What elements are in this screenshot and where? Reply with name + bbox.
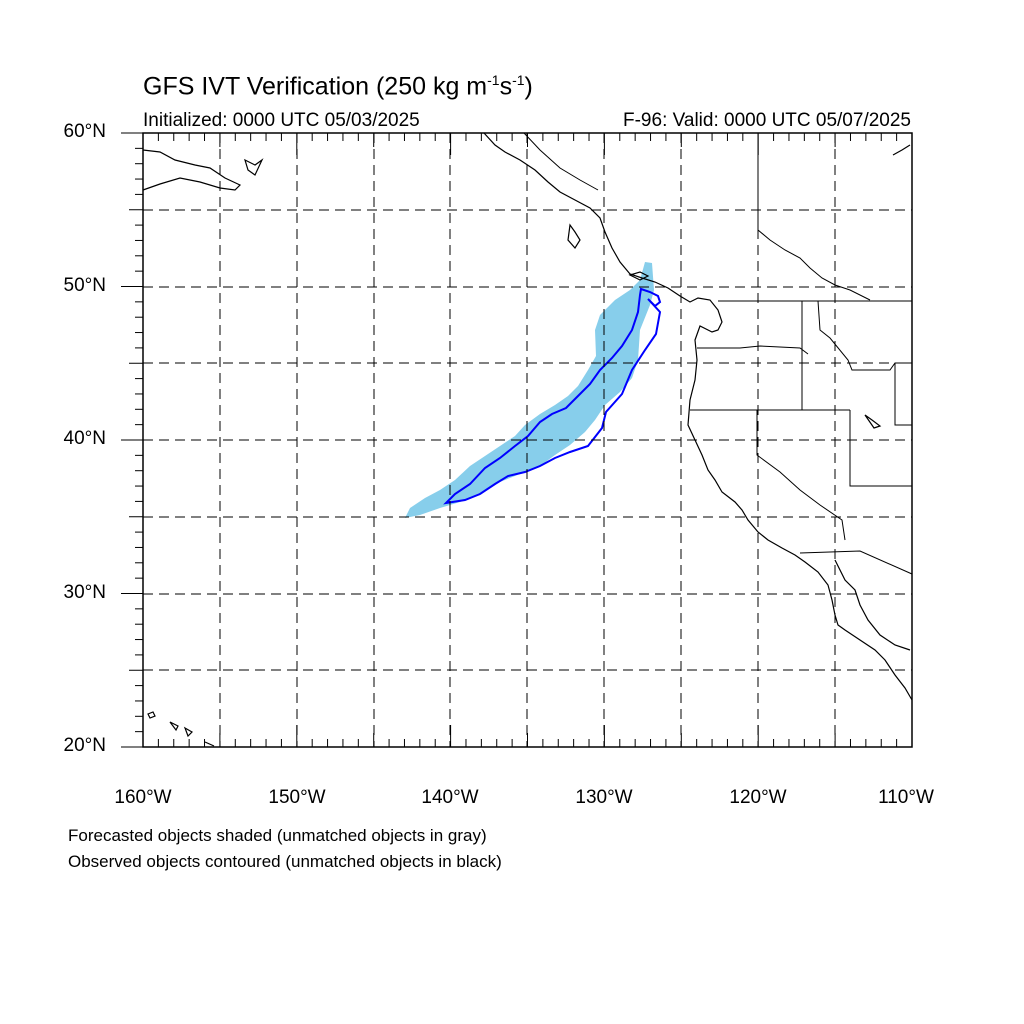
x-tick-label: 150°W: [268, 787, 326, 808]
chart-title: GFS IVT Verification (250 kg m-1s-1): [143, 72, 533, 101]
observed-ivt-contour: [443, 287, 662, 505]
coastlines: [142, 132, 913, 747]
valid-label: F-96: Valid: 0000 UTC 05/07/2025: [623, 110, 911, 131]
y-tick-label: 20°N: [63, 735, 106, 756]
title-prefix: GFS IVT Verification (250 kg m: [143, 72, 488, 101]
y-tick-label: 50°N: [63, 275, 106, 296]
graticule: [143, 133, 912, 747]
title-sup2: -1: [512, 72, 525, 88]
forecast-ivt-object: [405, 262, 654, 518]
x-tick-label: 120°W: [729, 787, 787, 808]
x-tick-label: 160°W: [114, 787, 172, 808]
title-mid: s: [499, 72, 513, 101]
caption-observed: Observed objects contoured (unmatched ob…: [68, 852, 502, 871]
title-sup1: -1: [487, 72, 500, 88]
axis-ticks: [121, 132, 913, 748]
title-suffix: ): [524, 72, 533, 101]
political-boundaries: [523, 132, 913, 575]
y-tick-label: 30°N: [63, 582, 106, 603]
x-tick-label: 110°W: [878, 787, 934, 808]
caption-forecast: Forecasted objects shaded (unmatched obj…: [68, 826, 487, 845]
x-tick-label: 130°W: [575, 787, 633, 808]
initialized-label: Initialized: 0000 UTC 05/03/2025: [143, 110, 420, 131]
x-tick-label: 140°W: [421, 787, 479, 808]
y-tick-label: 60°N: [63, 121, 106, 142]
y-tick-label: 40°N: [63, 428, 106, 449]
